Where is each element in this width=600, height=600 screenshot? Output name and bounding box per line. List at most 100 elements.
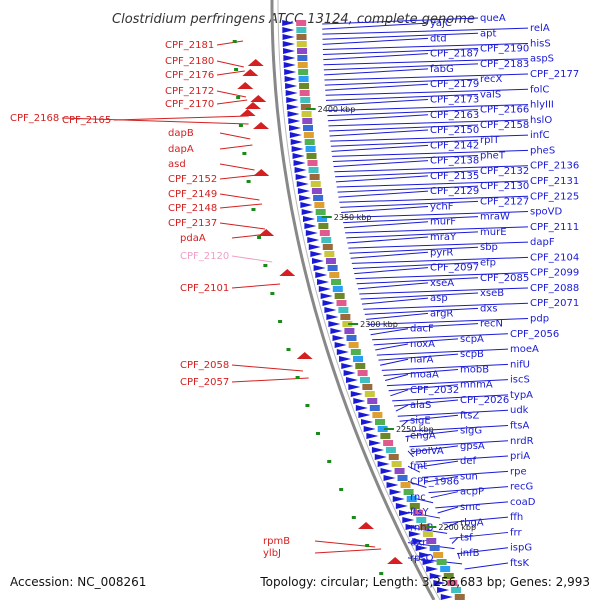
minus-strand-feature [317, 279, 330, 285]
left-gene-label: CPF_2149 [168, 189, 217, 200]
minus-strand-feature [315, 272, 328, 278]
right-gene-label: asp [430, 293, 448, 304]
right-label-connector [334, 165, 529, 173]
right-gene-label: hslO [530, 115, 552, 126]
right-gene-label: xseB [480, 288, 504, 299]
cog-feature-block [416, 517, 427, 523]
cog-feature-block [311, 188, 322, 194]
cog-feature-block [377, 426, 388, 432]
cog-feature-block [344, 328, 355, 334]
right-label-connector [360, 292, 479, 300]
right-label-connector [330, 134, 529, 142]
minus-strand-feature [285, 90, 298, 96]
right-label-connector [322, 32, 479, 40]
right-label-connector [375, 343, 409, 351]
right-label-connector [437, 506, 459, 514]
minus-strand-feature [433, 580, 446, 586]
scale-tick [305, 404, 310, 407]
right-label-connector [346, 231, 479, 239]
right-gene-label: recG [510, 482, 533, 493]
cog-feature-block [400, 482, 411, 488]
right-gene-label: CPF_2088 [530, 283, 579, 294]
right-label-connector [378, 353, 459, 361]
scale-tick [286, 348, 291, 351]
right-label-connector [328, 119, 529, 127]
minus-strand-feature [307, 237, 320, 243]
cog-feature-block [383, 440, 394, 446]
right-label-connector [325, 93, 479, 101]
right-gene-label: nrdR [510, 436, 534, 447]
right-gene-label: engA [410, 431, 436, 442]
right-gene-label: CPF_2026 [460, 395, 509, 406]
minus-strand-feature [345, 377, 358, 383]
cog-feature-block [301, 111, 312, 117]
cog-feature-block [307, 160, 318, 166]
right-gene-label: aspS [530, 54, 554, 65]
right-gene-label: hlyIII [530, 100, 554, 111]
plus-strand-feature [253, 122, 270, 129]
right-label-connector [403, 424, 509, 432]
right-label-connector [324, 78, 479, 86]
cog-feature-block [413, 510, 424, 516]
right-label-connector [326, 98, 429, 106]
minus-strand-feature [405, 524, 418, 530]
right-gene-label: murF [430, 217, 456, 228]
minus-strand-feature [328, 321, 341, 327]
minus-strand-feature [292, 153, 305, 159]
right-label-connector [333, 160, 429, 168]
scale-label: 2300 kbp [360, 320, 398, 329]
cog-feature-block [391, 461, 402, 467]
minus-strand-feature [389, 489, 402, 495]
cog-feature-block [369, 405, 380, 411]
right-gene-label: ispG [510, 543, 532, 554]
right-gene-label: dapF [530, 237, 555, 248]
minus-strand-feature [310, 251, 323, 257]
right-label-connector [325, 88, 529, 96]
right-gene-label: dtd [430, 33, 447, 44]
minus-strand-feature [334, 342, 347, 348]
right-label-connector [322, 42, 529, 50]
right-label-connector [411, 445, 459, 453]
minus-strand-feature [289, 132, 302, 138]
right-label-connector [424, 475, 459, 483]
scale-tick [242, 152, 247, 155]
left-label-connector [216, 70, 245, 76]
cog-feature-block [298, 76, 309, 82]
plus-strand-feature [237, 82, 254, 89]
left-gene-label: CPF_2057 [180, 377, 229, 388]
right-gene-label: dxr [410, 538, 427, 549]
right-label-connector [395, 404, 409, 412]
cog-feature-block [422, 531, 433, 537]
right-label-connector [407, 557, 463, 565]
minus-strand-feature [350, 391, 363, 397]
plus-strand-feature [258, 229, 275, 236]
cog-feature-block [355, 363, 366, 369]
right-label-connector [407, 481, 427, 488]
left-label-connector [231, 364, 303, 372]
left-gene-labels: CPF_2181 CPF_2180 CPF_2176 CPF_2172 CPF_2170… [10, 40, 290, 559]
right-label-connector [369, 323, 479, 331]
left-label-connector [216, 60, 244, 68]
minus-strand-feature [291, 146, 304, 152]
cog-feature-block [331, 279, 342, 285]
minus-strand-feature [282, 27, 295, 33]
left-label-connector [231, 255, 273, 263]
right-gene-label: queA [480, 13, 506, 24]
left-gene-label: CPF_2152 [168, 174, 217, 185]
scale-tick [234, 68, 239, 71]
cog-feature-block [406, 496, 417, 502]
right-gene-label: scpB [460, 349, 484, 360]
left-gene-label: CPF_2137 [168, 218, 217, 229]
plus-strand-feature [296, 352, 313, 359]
right-label-connector [322, 22, 429, 30]
minus-strand-feature [289, 125, 302, 131]
cog-feature-block [429, 545, 440, 551]
genome-ring [270, 0, 441, 600]
right-label-connector [409, 440, 509, 448]
left-label-connector [219, 193, 260, 201]
cog-feature-block [346, 335, 357, 341]
left-label-connector [314, 548, 382, 554]
minus-strand-feature [369, 440, 382, 446]
right-gene-label: sigG [460, 426, 482, 437]
